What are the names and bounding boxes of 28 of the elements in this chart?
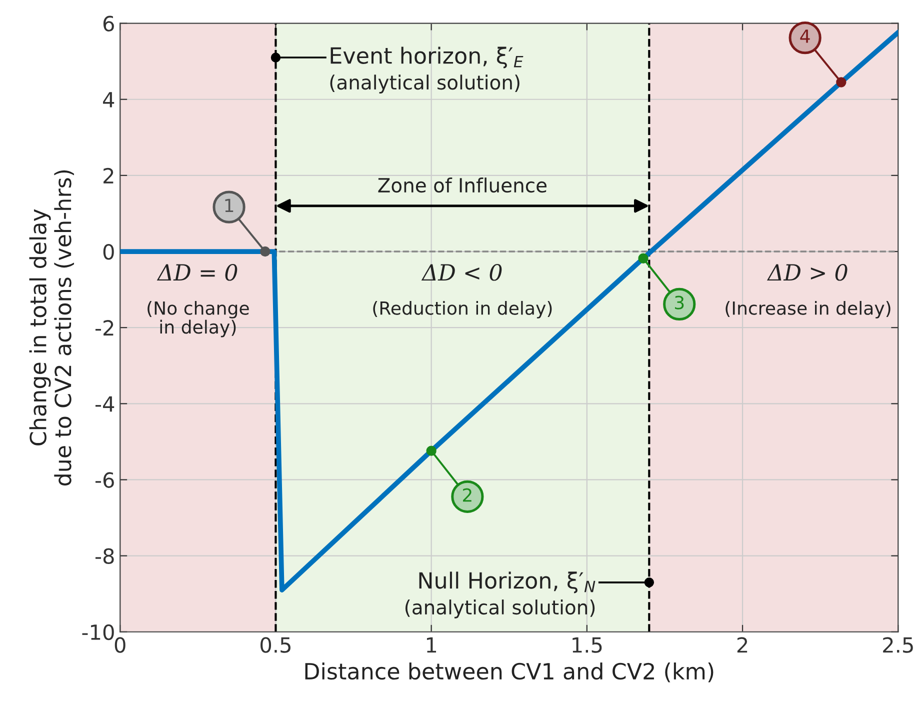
line-series: [120, 30, 898, 592]
x-tick-label: 0.5: [260, 637, 290, 653]
y-tick-label: -4: [96, 396, 114, 412]
x-axis-title: Distance between CV1 and CV2 (km): [305, 662, 714, 682]
y-tick-label: -2: [96, 320, 114, 336]
y-tick-label: -10: [82, 624, 114, 640]
y-tick-label: -6: [96, 472, 114, 488]
y-tick-label: 6: [103, 16, 114, 32]
y-tick-label: -8: [96, 548, 114, 564]
y-tick-label: 4: [103, 92, 114, 108]
annotation: 2: [463, 488, 472, 502]
x-tick-label: 0: [114, 637, 126, 653]
annotation: 4: [800, 30, 810, 43]
y-tick-label: 0: [103, 244, 114, 260]
band-label: ΔD > 0 (Increase in delay): [726, 264, 890, 318]
x-tick-label: 1.5: [572, 637, 602, 653]
annotation: Event horizon, ξ′$_{E}$ (analytical solution): [330, 46, 524, 94]
annotation: 3: [674, 296, 684, 310]
band-label: ΔD = 0 (No change in delay): [148, 264, 249, 338]
x-tick-label: 2.5: [883, 637, 913, 653]
band-label: ΔD < 0 (Reduction in delay): [373, 264, 552, 318]
y-tick-label: 2: [104, 168, 114, 184]
annotation: Null Horizon, ξ′$_{N}$ (analytical solution): [405, 572, 596, 618]
annotation: 1: [225, 198, 234, 212]
x-tick-label: 1: [426, 637, 436, 653]
annotation: Zone of Influence: [378, 178, 546, 193]
y-axis-title: Change in total delay due to CV2 actions (veh-hrs): [29, 170, 74, 486]
x-tick-label: 2: [737, 637, 748, 653]
